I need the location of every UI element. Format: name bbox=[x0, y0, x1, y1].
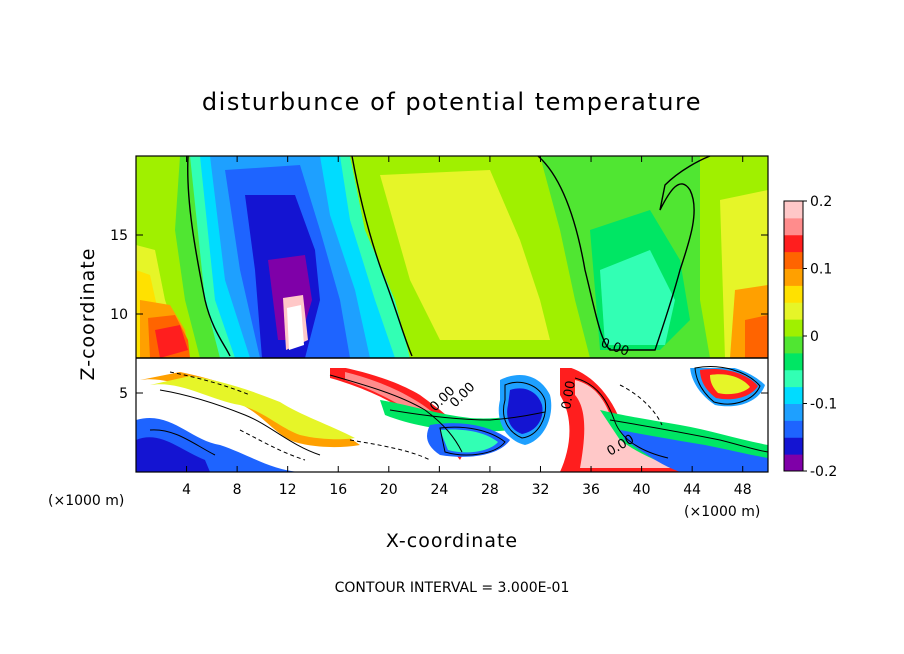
colorbar-swatch bbox=[784, 403, 803, 421]
colorbar-swatch bbox=[784, 437, 803, 455]
x-tick-label: 24 bbox=[430, 482, 448, 498]
y-tick-label: 15 bbox=[110, 228, 128, 244]
colorbar-tick-label: 0 bbox=[810, 329, 819, 345]
x-tick-label: 44 bbox=[683, 482, 701, 498]
x-axis: 4 8 12 16 20 24 28 32 36 40 44 48 bbox=[182, 156, 752, 498]
colorbar-tick-label: 0.2 bbox=[810, 194, 832, 210]
x-tick-label: 32 bbox=[532, 482, 550, 498]
chart-title: disturbunce of potential temperature bbox=[202, 88, 702, 116]
contour-label: 0.00 bbox=[559, 380, 579, 411]
lower-field-regions bbox=[136, 358, 768, 472]
x-tick-label: 8 bbox=[233, 482, 242, 498]
upper-field-regions bbox=[136, 156, 768, 358]
colorbar-swatch bbox=[784, 352, 803, 371]
colorbar-tick-label: -0.2 bbox=[810, 464, 837, 480]
colorbar-swatch bbox=[784, 251, 803, 269]
upper-zero-contours bbox=[187, 156, 711, 357]
colorbar-swatch bbox=[784, 319, 803, 337]
x-tick-label: 16 bbox=[329, 482, 347, 498]
colorbar-swatch bbox=[784, 369, 803, 388]
x-unit-left: (×1000 m) bbox=[48, 493, 124, 509]
x-tick-label: 4 bbox=[182, 482, 191, 498]
y-tick-label: 10 bbox=[110, 307, 128, 323]
colorbar-swatch bbox=[784, 336, 803, 354]
x-tick-label: 20 bbox=[380, 482, 398, 498]
colorbar: 0.2 0.1 0 -0.1 -0.2 bbox=[783, 194, 837, 480]
y-tick-label: 5 bbox=[119, 386, 128, 402]
colorbar-swatch bbox=[784, 302, 803, 320]
colorbar-swatch bbox=[784, 454, 803, 472]
colorbar-swatch bbox=[784, 234, 803, 253]
colorbar-swatch bbox=[784, 268, 803, 286]
plot-area bbox=[136, 156, 768, 472]
y-axis: 5 10 15 bbox=[110, 228, 768, 402]
colorbar-tick-label: -0.1 bbox=[810, 397, 837, 413]
x-tick-label: 28 bbox=[481, 482, 499, 498]
contour-interval-note: CONTOUR INTERVAL = 3.000E-01 bbox=[335, 580, 570, 596]
x-axis-label: X-coordinate bbox=[386, 530, 518, 552]
colorbar-swatch bbox=[784, 386, 803, 404]
x-tick-label: 12 bbox=[279, 482, 297, 498]
x-unit-right: (×1000 m) bbox=[684, 504, 760, 520]
colorbar-swatch bbox=[784, 217, 803, 236]
colorbar-swatch bbox=[784, 201, 803, 219]
colorbar-swatch bbox=[784, 420, 803, 438]
lower-contours bbox=[136, 357, 768, 461]
x-tick-label: 40 bbox=[633, 482, 651, 498]
colorbar-tick-label: 0.1 bbox=[810, 262, 832, 278]
x-tick-label: 48 bbox=[734, 482, 752, 498]
y-axis-label: Z-coordinate bbox=[77, 248, 99, 381]
x-tick-label: 36 bbox=[582, 482, 600, 498]
colorbar-swatch bbox=[784, 285, 803, 303]
